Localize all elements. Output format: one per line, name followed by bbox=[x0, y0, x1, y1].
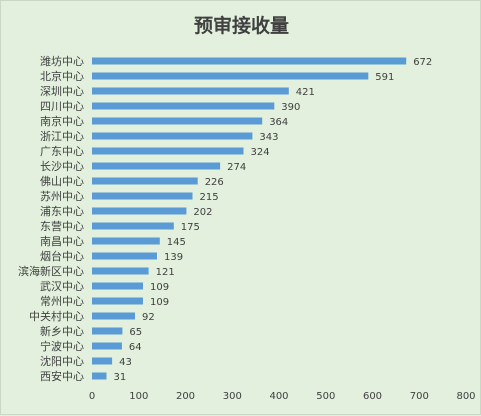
data-label: 121 bbox=[156, 267, 175, 278]
bar bbox=[92, 177, 198, 185]
bar bbox=[92, 147, 244, 155]
bar bbox=[92, 57, 407, 65]
bar bbox=[92, 237, 160, 245]
category-label: 滨海新区中心 bbox=[18, 264, 84, 278]
category-label: 浙江中心 bbox=[40, 130, 84, 143]
category-label: 武汉中心 bbox=[40, 280, 84, 293]
x-tick-label: 800 bbox=[456, 391, 475, 402]
bar bbox=[92, 222, 174, 230]
bar bbox=[92, 342, 122, 350]
bar bbox=[92, 282, 143, 290]
category-label: 深圳中心 bbox=[40, 85, 84, 98]
category-label: 南昌中心 bbox=[40, 235, 84, 248]
bar bbox=[92, 207, 187, 215]
data-label: 64 bbox=[129, 342, 142, 353]
x-tick-label: 400 bbox=[269, 391, 288, 402]
category-label: 佛山中心 bbox=[40, 175, 84, 188]
category-label: 常州中心 bbox=[40, 295, 84, 308]
bar bbox=[92, 132, 253, 140]
data-label: 343 bbox=[259, 132, 278, 143]
x-tick-label: 0 bbox=[89, 391, 95, 402]
data-label: 274 bbox=[227, 162, 246, 173]
data-label: 31 bbox=[114, 372, 127, 383]
category-label: 北京中心 bbox=[40, 69, 84, 83]
data-label: 672 bbox=[413, 57, 432, 68]
data-label: 65 bbox=[129, 327, 142, 338]
bar bbox=[92, 312, 135, 320]
x-tick-label: 300 bbox=[223, 391, 242, 402]
bar bbox=[92, 297, 143, 305]
category-label: 新乡中心 bbox=[40, 324, 84, 338]
category-label: 东营中心 bbox=[40, 219, 84, 233]
bar bbox=[92, 327, 123, 335]
bar bbox=[92, 372, 107, 380]
bar bbox=[92, 357, 113, 365]
category-label: 中关村中心 bbox=[29, 309, 84, 323]
data-label: 139 bbox=[164, 252, 183, 263]
x-tick-label: 100 bbox=[129, 391, 148, 402]
data-label: 175 bbox=[181, 222, 200, 233]
category-label: 南京中心 bbox=[40, 114, 84, 128]
bar bbox=[92, 87, 289, 95]
chart-title: 预审接收量 bbox=[193, 15, 289, 37]
x-tick-label: 600 bbox=[363, 391, 382, 402]
data-label: 145 bbox=[167, 237, 186, 248]
data-label: 364 bbox=[269, 117, 288, 128]
bar bbox=[92, 102, 275, 110]
category-label: 宁波中心 bbox=[40, 339, 84, 353]
category-label: 苏州中心 bbox=[40, 190, 84, 203]
data-label: 390 bbox=[281, 102, 300, 113]
data-label: 226 bbox=[205, 177, 224, 188]
data-label: 202 bbox=[193, 207, 212, 218]
category-label: 四川中心 bbox=[40, 100, 84, 113]
category-label: 浦东中心 bbox=[40, 205, 84, 218]
x-tick-label: 700 bbox=[410, 391, 429, 402]
category-label: 潍坊中心 bbox=[40, 54, 84, 68]
category-label: 沈阳中心 bbox=[40, 354, 84, 368]
data-label: 324 bbox=[251, 147, 270, 158]
data-label: 43 bbox=[119, 357, 132, 368]
bar bbox=[92, 72, 369, 80]
category-label: 广东中心 bbox=[40, 145, 84, 158]
data-label: 109 bbox=[150, 297, 169, 308]
data-label: 215 bbox=[200, 192, 219, 203]
x-tick-label: 200 bbox=[176, 391, 195, 402]
bar bbox=[92, 192, 193, 200]
bar bbox=[92, 267, 149, 275]
category-label: 烟台中心 bbox=[40, 249, 84, 263]
bar bbox=[92, 252, 157, 260]
bar bbox=[92, 162, 221, 170]
data-label: 109 bbox=[150, 282, 169, 293]
data-label: 591 bbox=[375, 72, 394, 83]
data-label: 421 bbox=[296, 87, 315, 98]
x-tick-label: 500 bbox=[316, 391, 335, 402]
bar bbox=[92, 117, 263, 125]
category-label: 西安中心 bbox=[40, 369, 84, 383]
data-label: 92 bbox=[142, 312, 155, 323]
category-label: 长沙中心 bbox=[40, 160, 84, 173]
